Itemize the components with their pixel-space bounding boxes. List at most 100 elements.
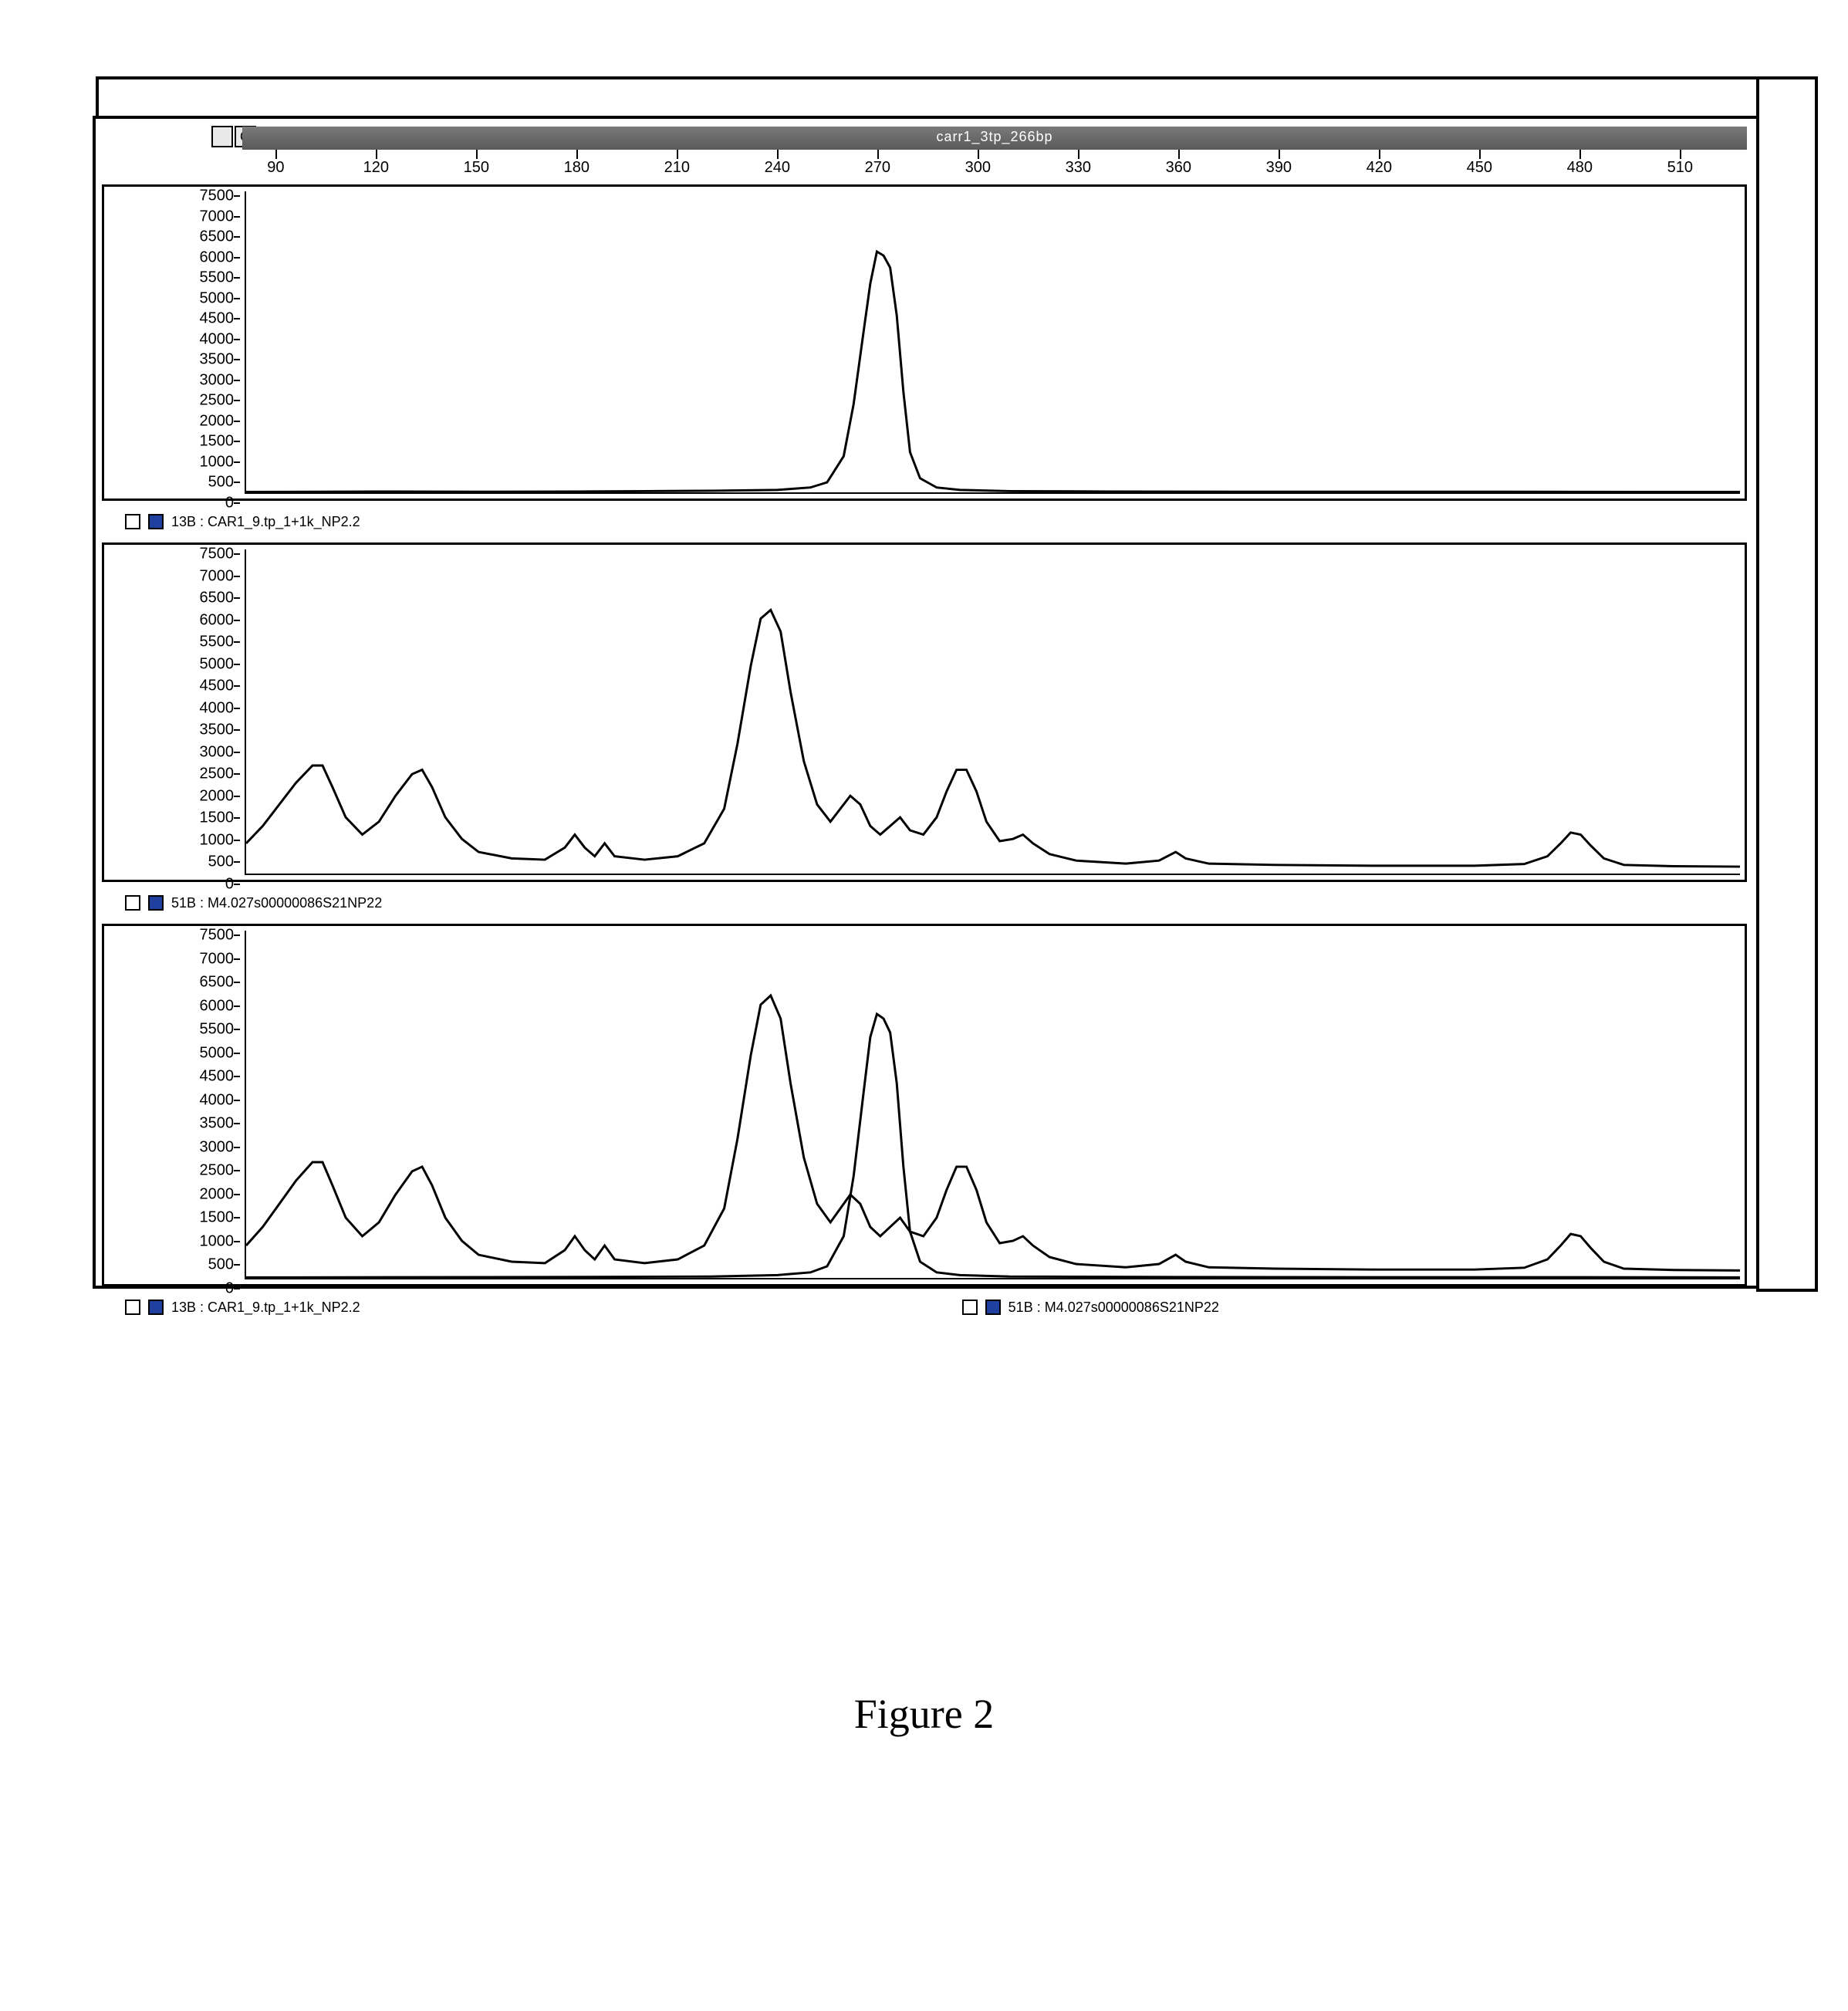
ruler-tick: [677, 150, 678, 159]
ruler-label: 270: [865, 159, 890, 177]
tool-icon[interactable]: [211, 126, 233, 147]
y-axis-tick: [234, 1264, 240, 1266]
electropherogram-trace: [246, 252, 1740, 492]
y-axis-tick: [234, 1241, 240, 1242]
y-axis-tick: [234, 236, 240, 238]
y-axis-label: 4500: [200, 678, 235, 695]
y-axis-labels: 0500100015002000250030003500400045005000…: [104, 931, 240, 1279]
legend-swatch: [148, 514, 164, 529]
y-axis-label: 6500: [200, 590, 235, 607]
page: Q carr1_3tp_266bp 9012015018021024027030…: [0, 0, 1848, 2011]
y-axis-tick: [234, 318, 240, 319]
y-axis-label: 3000: [200, 1138, 235, 1156]
y-axis-tick: [234, 1147, 240, 1148]
trace-svg: [246, 191, 1740, 492]
y-axis-tick: [234, 576, 240, 577]
y-axis-label: 500: [208, 1256, 234, 1274]
ruler-tick: [376, 150, 377, 159]
legend-swatch: [148, 1300, 164, 1315]
y-axis-tick: [234, 1053, 240, 1054]
y-axis-tick: [234, 982, 240, 983]
chart-panels: 0500100015002000250030003500400045005000…: [102, 184, 1747, 1328]
y-axis-tick: [234, 1170, 240, 1171]
y-axis-label: 3500: [200, 1115, 235, 1133]
y-axis-tick: [234, 421, 240, 422]
y-axis-tick: [234, 277, 240, 279]
y-axis-tick: [234, 796, 240, 797]
window-right-border: [1756, 76, 1818, 1292]
legend-checkbox[interactable]: [125, 1300, 140, 1315]
window-title: carr1_3tp_266bp: [936, 129, 1052, 145]
y-axis-label: 5000: [200, 655, 235, 673]
y-axis-tick: [234, 339, 240, 340]
y-axis-tick: [234, 729, 240, 731]
ruler-label: 150: [464, 159, 489, 177]
y-axis-label: 5500: [200, 634, 235, 651]
plot-area: [245, 549, 1740, 875]
window-titlebar[interactable]: carr1_3tp_266bp: [242, 127, 1747, 150]
y-axis-label: 1000: [200, 831, 235, 849]
plot-area: [245, 931, 1740, 1279]
ruler-label: 450: [1467, 159, 1492, 177]
y-axis-label: 2500: [200, 766, 235, 783]
y-axis-tick: [234, 400, 240, 401]
y-axis-label: 4500: [200, 1068, 235, 1086]
panel-legend: 51B : M4.027s00000086S21NP22: [102, 890, 1747, 916]
ruler-label: 510: [1667, 159, 1693, 177]
electropherogram-trace: [246, 1014, 1740, 1277]
y-axis-tick: [234, 216, 240, 218]
y-axis-label: 4000: [200, 699, 235, 717]
y-axis-tick: [234, 195, 240, 197]
ruler-label: 240: [765, 159, 790, 177]
y-axis-label: 1000: [200, 453, 235, 471]
window-top-border: [96, 76, 1787, 119]
ruler-label: 210: [664, 159, 690, 177]
y-axis-label: 7000: [200, 208, 235, 225]
legend-checkbox[interactable]: [125, 895, 140, 911]
window-frame: Q carr1_3tp_266bp 9012015018021024027030…: [93, 116, 1759, 1289]
electropherogram-trace: [246, 995, 1740, 1270]
y-axis-label: 1500: [200, 433, 235, 451]
y-axis-tick: [234, 380, 240, 381]
y-axis-label: 1500: [200, 809, 235, 827]
ruler-tick: [1178, 150, 1180, 159]
y-axis-label: 7500: [200, 927, 235, 945]
ruler-tick: [1379, 150, 1380, 159]
y-axis-label: 4000: [200, 330, 235, 348]
y-axis-tick: [234, 664, 240, 665]
legend-checkbox[interactable]: [962, 1300, 978, 1315]
y-axis-label: 7500: [200, 188, 235, 205]
y-axis-label: 2000: [200, 412, 235, 430]
legend-text: 13B : CAR1_9.tp_1+1k_NP2.2: [171, 1300, 360, 1316]
ruler-label: 90: [267, 159, 284, 177]
y-axis-label: 6000: [200, 997, 235, 1015]
ruler-tick: [275, 150, 277, 159]
y-axis-label: 2000: [200, 1185, 235, 1203]
legend-checkbox[interactable]: [125, 514, 140, 529]
ruler-label: 180: [564, 159, 590, 177]
y-axis-tick: [234, 441, 240, 442]
y-axis-label: 6000: [200, 611, 235, 629]
y-axis-tick: [234, 1005, 240, 1007]
y-axis-tick: [234, 1029, 240, 1030]
y-axis-tick: [234, 553, 240, 555]
panel-legend: 13B : CAR1_9.tp_1+1k_NP2.2: [102, 509, 1747, 535]
y-axis-tick: [234, 773, 240, 775]
y-axis-tick: [234, 817, 240, 819]
y-axis-tick: [234, 685, 240, 687]
y-axis-tick: [234, 1076, 240, 1077]
y-axis-tick: [234, 641, 240, 643]
y-axis-label: 500: [208, 474, 234, 492]
ruler-label: 360: [1166, 159, 1191, 177]
y-axis-tick: [234, 1123, 240, 1124]
y-axis-label: 2500: [200, 1162, 235, 1180]
legend-text: 13B : CAR1_9.tp_1+1k_NP2.2: [171, 514, 360, 530]
legend-text: 51B : M4.027s00000086S21NP22: [1008, 1300, 1219, 1316]
ruler-label: 120: [363, 159, 389, 177]
ruler-tick: [877, 150, 879, 159]
y-axis-tick: [234, 840, 240, 841]
y-axis-label: 3000: [200, 371, 235, 389]
y-axis-tick: [234, 461, 240, 463]
ruler-tick: [1078, 150, 1079, 159]
chart-panel: 0500100015002000250030003500400045005000…: [102, 542, 1747, 882]
